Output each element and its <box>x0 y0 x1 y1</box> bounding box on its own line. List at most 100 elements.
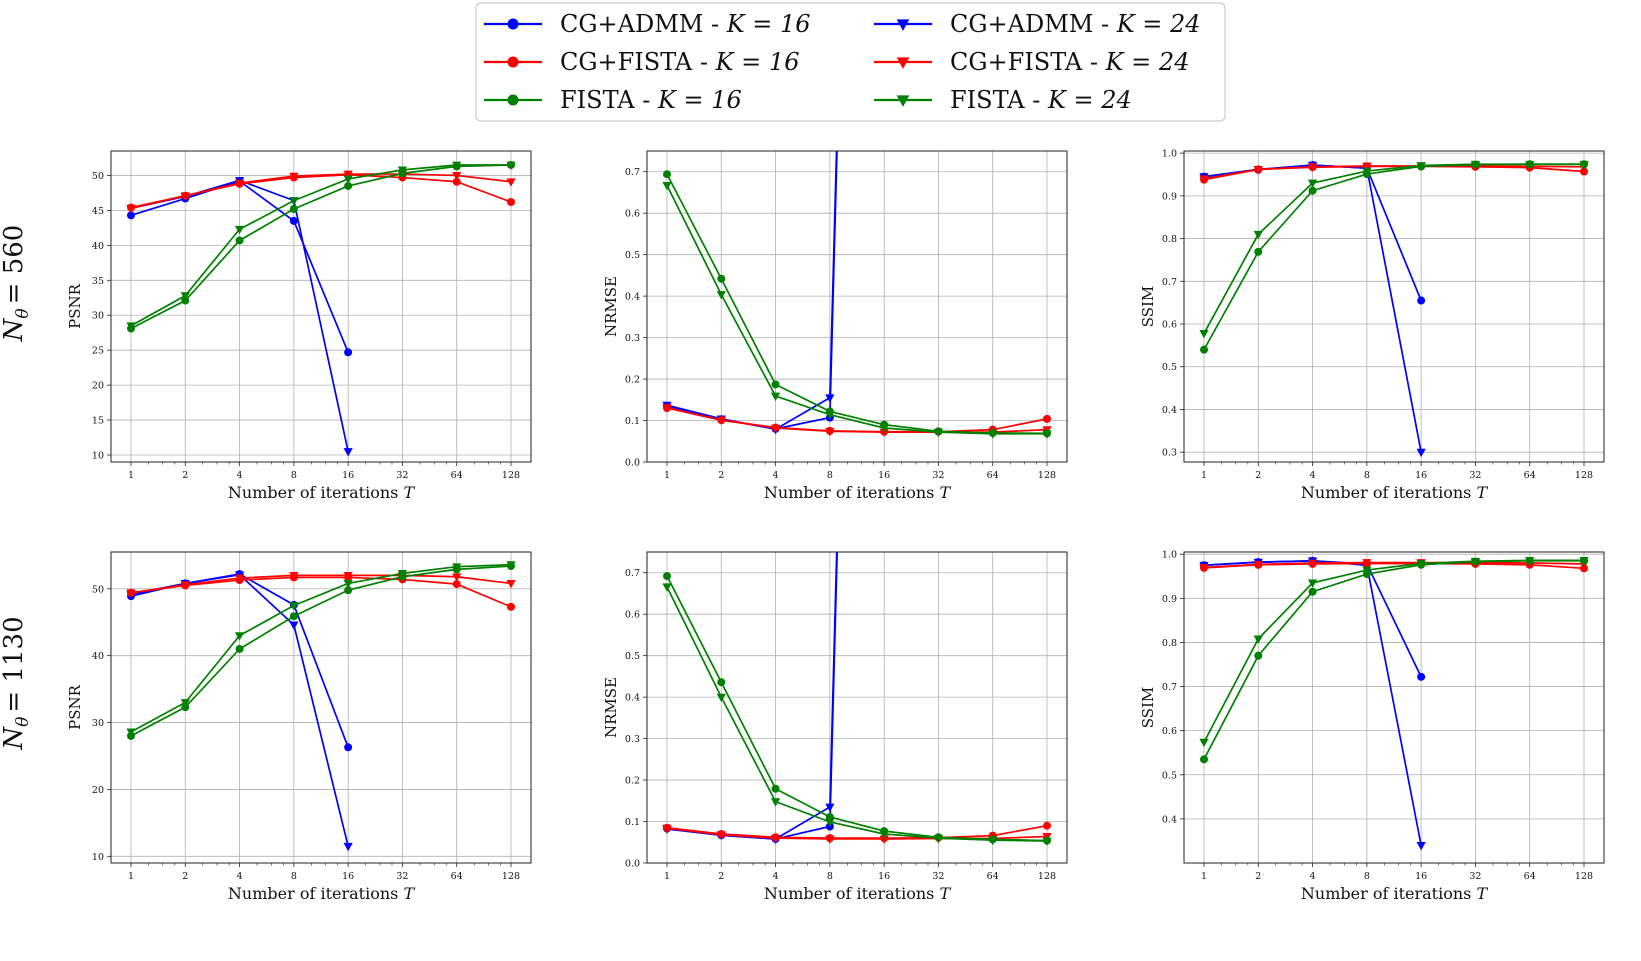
data-point <box>234 179 245 189</box>
x-tick-label: 64 <box>1524 470 1536 481</box>
data-point <box>180 292 190 301</box>
x-ticks: 1 2 4 8 16 32 64 128 <box>128 462 520 481</box>
data-point <box>879 835 889 844</box>
row-label-symbol: N <box>0 726 29 751</box>
data-point <box>234 632 245 641</box>
x-tick-label: 2 <box>182 470 188 481</box>
legend-label: FISTA - K = 24 <box>950 86 1132 114</box>
legend-label: CG+ADMM - K = 24 <box>950 10 1201 38</box>
axes-frame <box>1183 551 1605 864</box>
axes-frame <box>1183 150 1605 463</box>
x-tick-label: 8 <box>1364 871 1370 882</box>
series-line <box>130 164 512 330</box>
x-tick-label: 2 <box>1255 871 1261 882</box>
row-label-subscript: θ <box>13 308 33 318</box>
x-tick-label: 16 <box>878 871 890 882</box>
y-tick-label: 0.7 <box>625 167 640 178</box>
y-tick-label: 25 <box>92 346 104 357</box>
row-label-symbol: N <box>0 317 29 342</box>
grid <box>1184 552 1604 863</box>
x-tick-label: 4 <box>1310 871 1316 882</box>
x-tick-label: 32 <box>396 470 408 481</box>
data-point <box>988 430 998 439</box>
data-point <box>507 198 515 207</box>
data-point <box>1043 821 1051 830</box>
legend-label: CG+ADMM - K = 16 <box>560 10 811 38</box>
legend-label: CG+FISTA - K = 24 <box>950 48 1189 76</box>
y-tick-label: 0.4 <box>625 693 640 704</box>
legend-method: CG+FISTA - <box>950 48 1106 76</box>
data-point <box>662 404 672 413</box>
data-point <box>180 699 190 708</box>
y-tick-label: 0.1 <box>625 817 640 828</box>
row-label-value: = 1130 <box>0 616 29 712</box>
data-point <box>770 392 781 402</box>
x-ticks: 1 2 4 8 16 32 64 128 <box>1201 863 1593 882</box>
data-point <box>1470 160 1481 170</box>
y-tick-label: 0.4 <box>1162 405 1177 416</box>
data-point <box>1042 837 1052 847</box>
y-tick-label: 0.6 <box>625 209 640 220</box>
x-tick-label: 16 <box>342 470 354 481</box>
legend-method: CG+ADMM - <box>560 10 727 38</box>
legend-method: CG+ADMM - <box>950 10 1117 38</box>
legend-marker-triangle-down <box>896 57 910 69</box>
x-tick-label: 64 <box>451 871 463 882</box>
x-axis-label-var: T <box>939 483 951 502</box>
x-tick-label: 64 <box>451 470 463 481</box>
data-point <box>289 205 298 214</box>
series-line <box>1203 165 1585 180</box>
legend-entry-cg-fista-k-24: CG+FISTA - K = 24 <box>874 48 1189 76</box>
data-point <box>452 172 462 181</box>
data-point <box>663 572 671 581</box>
x-tick-label: 4 <box>1310 470 1316 481</box>
y-tick-label: 50 <box>92 584 104 595</box>
x-tick-label: 32 <box>396 871 408 882</box>
data-point <box>127 211 135 220</box>
y-tick-label: 0.4 <box>625 292 640 303</box>
x-tick-label: 2 <box>1255 470 1261 481</box>
x-tick-label: 4 <box>237 470 243 481</box>
legend-marker-triangle-down <box>896 19 910 31</box>
x-tick-label: 16 <box>1415 871 1427 882</box>
y-tick-label: 0.4 <box>1162 814 1177 825</box>
chart-nrmse-560: 1 2 4 8 16 32 64 128 0.0 0.1 0.2 0.3 0.4 0.5 0.6 0.7 Num… <box>602 150 1068 502</box>
data-point <box>507 602 515 611</box>
data-point <box>1199 738 1209 748</box>
x-axis-label-var: T <box>939 884 951 903</box>
grid <box>647 552 1067 864</box>
data-point <box>344 181 353 190</box>
x-axis-label-text: Number of iterations <box>228 483 404 502</box>
x-tick-label: 128 <box>1575 470 1593 481</box>
y-tick-label: 0.7 <box>625 568 640 579</box>
y-tick-label: 1.0 <box>1162 149 1177 160</box>
data-point <box>1362 162 1372 171</box>
series-line <box>130 173 512 210</box>
data-point <box>506 580 516 589</box>
legend-method: CG+FISTA - <box>560 48 716 76</box>
y-tick-label: 0.3 <box>1162 448 1177 459</box>
y-tick-label: 40 <box>92 241 104 252</box>
data-point <box>1043 414 1051 423</box>
data-point <box>344 743 353 752</box>
data-point <box>452 573 462 582</box>
legend-marker-circle <box>507 94 519 106</box>
data-point <box>289 216 298 225</box>
x-ticks: 1 2 4 8 16 32 64 128 <box>1201 462 1593 481</box>
x-tick-label: 8 <box>291 470 297 481</box>
x-tick-label: 1 <box>128 871 134 882</box>
data-point <box>126 204 136 214</box>
data-point <box>1254 651 1263 660</box>
row-labels: Nθ = 560 Nθ = 1130 <box>0 225 33 751</box>
x-axis-label: Number of iterations T <box>764 884 952 903</box>
data-point <box>289 612 298 621</box>
y-tick-label: 0.2 <box>625 375 640 386</box>
data-point <box>825 818 835 827</box>
legend-entry-cg-admm-k-24: CG+ADMM - K = 24 <box>874 10 1201 38</box>
row-label-value: = 560 <box>0 225 29 305</box>
data-point <box>126 322 136 331</box>
x-axis-label-text: Number of iterations <box>1301 884 1477 903</box>
data-point <box>289 621 299 630</box>
chart-ssim-560: 1 2 4 8 16 32 64 128 0.3 0.4 0.5 0.6 0.7 0.8 0.9 1.0 Num… <box>1139 149 1605 502</box>
data-point <box>1307 179 1318 189</box>
